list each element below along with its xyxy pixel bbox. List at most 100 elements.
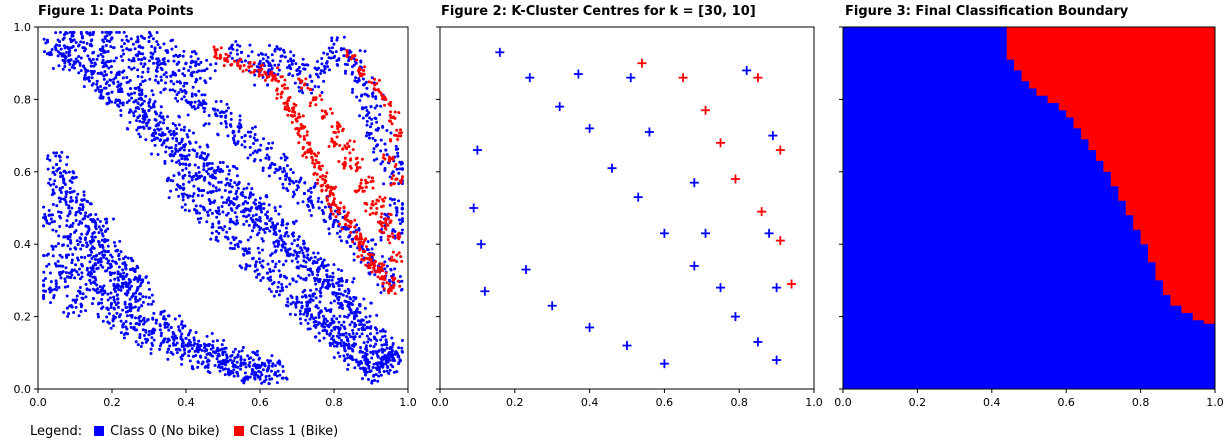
data-point: [369, 263, 373, 267]
x-tick-label: 0.6: [1057, 396, 1075, 409]
data-point: [336, 267, 340, 271]
data-point: [76, 256, 80, 260]
data-point: [346, 287, 350, 291]
data-point: [191, 85, 195, 89]
data-point: [79, 69, 83, 73]
data-point: [124, 325, 128, 329]
data-point: [211, 344, 215, 348]
data-point: [337, 284, 341, 288]
data-point: [266, 55, 270, 59]
data-point: [227, 172, 231, 176]
data-point: [102, 77, 106, 81]
data-point: [116, 80, 120, 84]
data-point: [286, 104, 290, 108]
data-point: [262, 137, 266, 141]
data-point: [366, 94, 370, 98]
data-point: [399, 255, 403, 259]
data-point: [382, 370, 386, 374]
data-point: [314, 103, 318, 107]
data-point: [150, 302, 154, 306]
data-point: [190, 50, 194, 54]
data-point: [373, 138, 377, 142]
data-point: [167, 146, 171, 150]
data-point: [92, 270, 96, 274]
data-point: [111, 80, 115, 84]
data-point: [187, 209, 191, 213]
data-point: [379, 338, 383, 342]
data-point: [368, 272, 372, 276]
data-point: [158, 347, 162, 351]
data-point: [370, 92, 374, 96]
data-point: [83, 256, 87, 260]
x-tick-label: 0.4: [581, 396, 599, 409]
data-point: [400, 177, 404, 181]
data-point: [206, 213, 210, 217]
data-point: [90, 272, 94, 276]
data-point: [180, 97, 184, 101]
data-point: [365, 131, 369, 135]
data-point: [229, 111, 233, 115]
data-point: [400, 160, 404, 164]
data-point: [70, 305, 74, 309]
data-point: [160, 68, 164, 72]
data-point: [230, 353, 234, 357]
data-point: [66, 244, 70, 248]
data-point: [260, 381, 264, 385]
data-point: [235, 52, 239, 56]
data-point: [327, 46, 331, 50]
data-point: [194, 77, 198, 81]
data-point: [202, 342, 206, 346]
legend-entry-class-0-label: Class 0 (No bike): [110, 423, 220, 439]
data-point: [272, 294, 276, 298]
data-point: [258, 196, 262, 200]
data-point: [104, 73, 108, 77]
data-point: [104, 30, 108, 34]
data-point: [382, 153, 386, 157]
data-point: [318, 300, 322, 304]
data-point: [258, 260, 262, 264]
data-point: [85, 42, 89, 46]
data-point: [68, 68, 72, 72]
data-point: [378, 370, 382, 374]
data-point: [91, 33, 95, 37]
data-point: [125, 76, 129, 80]
data-point: [167, 130, 171, 134]
data-point: [267, 361, 271, 365]
data-point: [336, 325, 340, 329]
data-point: [229, 217, 233, 221]
data-point: [292, 239, 296, 243]
data-point: [45, 219, 49, 223]
data-point: [203, 158, 207, 162]
data-point: [233, 134, 237, 138]
data-point: [106, 292, 110, 296]
data-point: [260, 73, 264, 77]
data-point: [236, 245, 240, 249]
data-point: [302, 277, 306, 281]
data-point: [153, 128, 157, 132]
data-point: [347, 59, 351, 63]
data-point: [112, 241, 116, 245]
data-point: [68, 304, 72, 308]
data-point: [260, 373, 264, 377]
data-point: [277, 212, 281, 216]
data-point: [250, 64, 254, 68]
data-point: [166, 323, 170, 327]
cluster-centre-marker: [495, 47, 505, 57]
data-point: [363, 352, 367, 356]
data-point: [78, 63, 82, 67]
data-point: [177, 60, 181, 64]
data-point: [348, 139, 352, 143]
data-point: [313, 292, 317, 296]
data-point: [357, 68, 361, 72]
data-point: [117, 315, 121, 319]
data-point: [312, 324, 316, 328]
data-point: [91, 57, 95, 61]
data-point: [118, 90, 122, 94]
data-point: [236, 365, 240, 369]
data-point: [248, 209, 252, 213]
data-point: [59, 191, 63, 195]
data-point: [239, 367, 243, 371]
data-point: [121, 76, 125, 80]
figure-canvas: 0.0 0.2 0.4 0.6 0.8 1.00.00.20.40.60.81.00.0 0…: [14, 21, 1224, 409]
data-point: [248, 145, 252, 149]
